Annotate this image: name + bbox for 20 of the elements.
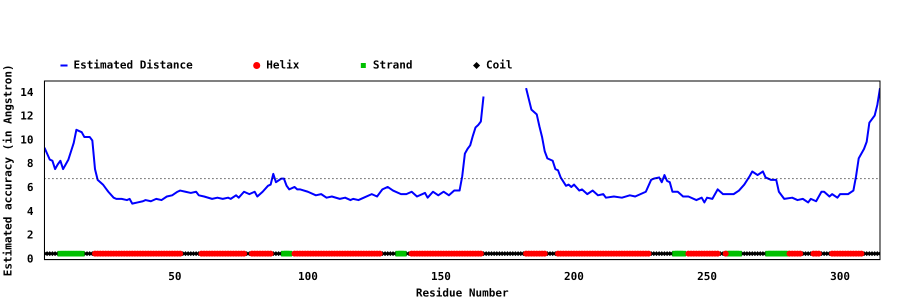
y-tick-label: 14	[20, 86, 34, 99]
y-tick-label: 10	[20, 133, 34, 146]
y-tick-label: 6	[26, 181, 34, 194]
x-tick-label: 150	[430, 270, 451, 284]
y-tick-label: 2	[26, 228, 34, 242]
x-tick-label: 50	[168, 270, 182, 284]
x-axis-title: Residue Number	[416, 286, 509, 300]
x-tick-label: 250	[697, 270, 717, 284]
y-axis-title: Estimated accuracy (in Angstron)	[1, 64, 14, 276]
legend-label: Estimated Distance	[74, 58, 194, 72]
x-tick-label: 200	[564, 270, 584, 284]
legend-label: Coil	[486, 58, 513, 72]
y-tick-label: 8	[26, 157, 34, 170]
legend-label: Helix	[266, 58, 300, 72]
y-tick-label: 4	[26, 204, 34, 218]
legend-label: Strand	[372, 58, 413, 72]
x-tick-label: 300	[830, 270, 850, 284]
x-tick-label: 100	[298, 270, 318, 284]
y-tick-label: 0	[26, 252, 34, 266]
y-tick-label: 12	[20, 110, 34, 123]
